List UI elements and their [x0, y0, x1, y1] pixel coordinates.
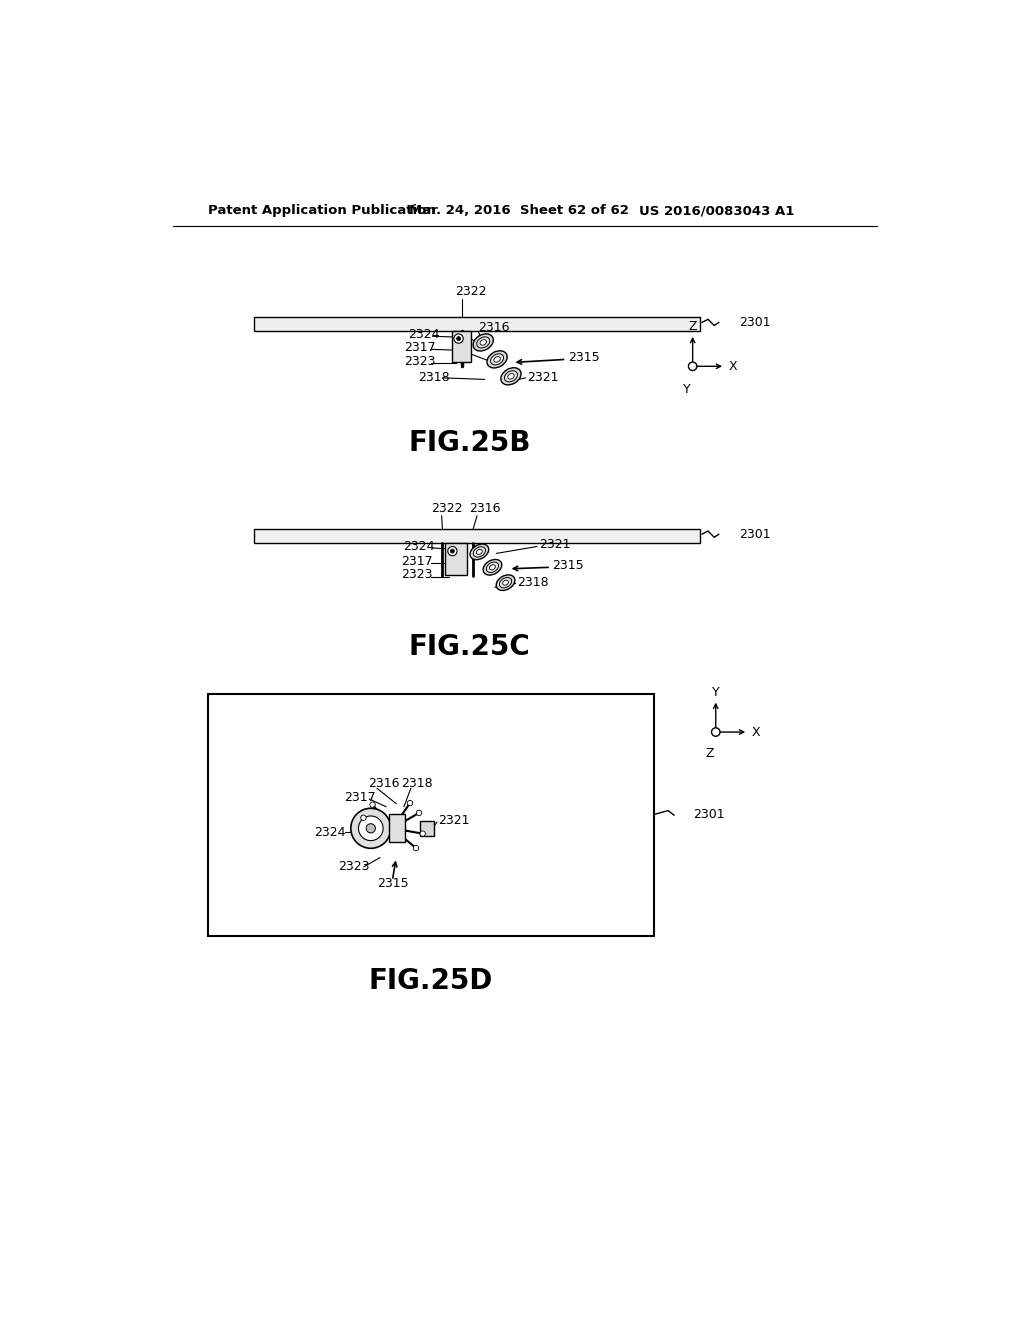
Text: 2315: 2315	[377, 878, 409, 890]
Ellipse shape	[503, 581, 509, 585]
Text: 2315: 2315	[568, 351, 599, 364]
Circle shape	[417, 810, 422, 816]
Text: 2317: 2317	[401, 554, 433, 568]
Circle shape	[420, 832, 425, 837]
Text: Y: Y	[683, 383, 690, 396]
Text: Z: Z	[706, 747, 714, 760]
Circle shape	[370, 803, 375, 808]
Bar	[254, 317, 700, 331]
Circle shape	[447, 546, 457, 556]
Circle shape	[454, 334, 463, 343]
Text: 2317: 2317	[403, 342, 435, 354]
Circle shape	[457, 337, 461, 341]
Ellipse shape	[505, 371, 517, 381]
Ellipse shape	[477, 337, 489, 348]
Ellipse shape	[487, 351, 507, 368]
Ellipse shape	[486, 562, 499, 573]
Text: 2323: 2323	[401, 569, 433, 582]
Bar	[388, 814, 406, 842]
Text: 2301: 2301	[739, 315, 770, 329]
Text: X: X	[728, 360, 737, 372]
Text: 2324: 2324	[313, 825, 345, 838]
Circle shape	[351, 808, 391, 849]
Text: 2321: 2321	[527, 371, 559, 384]
Circle shape	[408, 800, 413, 805]
Ellipse shape	[500, 578, 512, 587]
Circle shape	[367, 824, 376, 833]
Text: FIG.25B: FIG.25B	[409, 429, 530, 457]
Text: 2323: 2323	[403, 355, 435, 368]
Bar	[453, 331, 471, 362]
Circle shape	[712, 727, 720, 737]
Text: X: X	[752, 726, 760, 739]
Ellipse shape	[473, 546, 485, 557]
Text: 2315: 2315	[553, 560, 584, 573]
Text: Mar. 24, 2016  Sheet 62 of 62: Mar. 24, 2016 Sheet 62 of 62	[410, 205, 629, 218]
Text: 2316: 2316	[478, 321, 510, 334]
Text: 2322: 2322	[431, 502, 463, 515]
Text: 2318: 2318	[401, 777, 433, 791]
Ellipse shape	[473, 334, 494, 351]
Text: 2318: 2318	[517, 576, 549, 589]
Text: 2301: 2301	[692, 808, 724, 821]
Circle shape	[358, 816, 383, 841]
Text: 2321: 2321	[438, 814, 470, 828]
Ellipse shape	[480, 339, 486, 346]
Text: US 2016/0083043 A1: US 2016/0083043 A1	[639, 205, 795, 218]
Text: 2301: 2301	[739, 528, 770, 541]
Bar	[420, 821, 434, 836]
Text: 2324: 2324	[408, 329, 439, 342]
Text: 2317: 2317	[345, 791, 376, 804]
Circle shape	[414, 845, 419, 851]
Text: FIG.25C: FIG.25C	[409, 634, 530, 661]
Bar	[208, 693, 654, 936]
Circle shape	[688, 362, 697, 371]
Text: 2324: 2324	[403, 540, 434, 553]
Text: Z: Z	[688, 319, 697, 333]
Text: Patent Application Publication: Patent Application Publication	[208, 205, 435, 218]
Text: 2323: 2323	[339, 861, 370, 874]
Text: 2318: 2318	[418, 371, 450, 384]
Text: Y: Y	[712, 685, 720, 698]
Ellipse shape	[470, 544, 488, 560]
Circle shape	[451, 549, 455, 553]
Ellipse shape	[489, 565, 496, 570]
Bar	[445, 543, 467, 576]
Ellipse shape	[508, 374, 514, 379]
Ellipse shape	[476, 549, 482, 554]
Text: 2316: 2316	[368, 777, 399, 791]
Ellipse shape	[494, 356, 501, 362]
Ellipse shape	[497, 574, 515, 590]
Ellipse shape	[501, 368, 521, 385]
Ellipse shape	[490, 354, 504, 364]
Text: 2316: 2316	[469, 502, 501, 515]
Bar	[254, 529, 700, 543]
Text: 2321: 2321	[539, 539, 570, 552]
Text: 2322: 2322	[456, 285, 487, 298]
Text: FIG.25D: FIG.25D	[369, 966, 493, 995]
Circle shape	[360, 814, 367, 821]
Ellipse shape	[483, 560, 502, 576]
